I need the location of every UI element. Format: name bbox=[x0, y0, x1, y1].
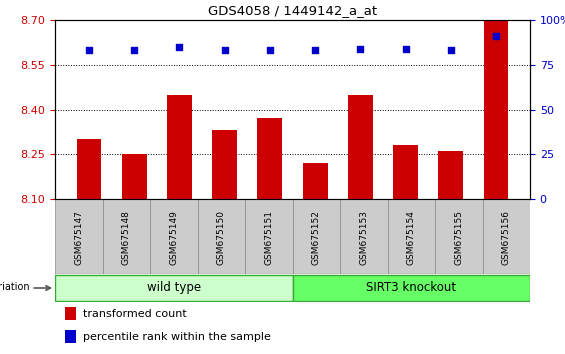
Bar bbox=[388, 199, 435, 274]
Text: GSM675152: GSM675152 bbox=[312, 210, 321, 265]
Bar bbox=[55, 199, 102, 274]
Bar bbox=[484, 20, 508, 199]
Point bbox=[130, 47, 139, 53]
Point bbox=[356, 46, 365, 51]
Bar bbox=[393, 145, 418, 199]
Bar bbox=[64, 330, 76, 343]
Bar bbox=[293, 199, 340, 274]
Point bbox=[446, 47, 455, 53]
Bar bbox=[212, 130, 237, 199]
Text: GSM675149: GSM675149 bbox=[170, 210, 178, 265]
Bar bbox=[150, 199, 198, 274]
Bar bbox=[258, 119, 282, 199]
Bar bbox=[122, 154, 147, 199]
Bar bbox=[483, 199, 530, 274]
Text: SIRT3 knockout: SIRT3 knockout bbox=[366, 281, 457, 294]
Bar bbox=[77, 139, 102, 199]
Bar bbox=[303, 163, 328, 199]
Text: percentile rank within the sample: percentile rank within the sample bbox=[83, 332, 271, 342]
Point bbox=[401, 46, 410, 51]
Bar bbox=[348, 95, 373, 199]
Bar bbox=[64, 307, 76, 320]
Point bbox=[85, 47, 94, 53]
Bar bbox=[438, 151, 463, 199]
Bar bbox=[167, 95, 192, 199]
Point bbox=[266, 47, 275, 53]
Point bbox=[220, 47, 229, 53]
FancyBboxPatch shape bbox=[55, 275, 293, 301]
Text: GSM675147: GSM675147 bbox=[74, 210, 83, 265]
Bar bbox=[198, 199, 245, 274]
Bar bbox=[102, 199, 150, 274]
Text: genotype/variation: genotype/variation bbox=[0, 281, 31, 292]
Point bbox=[175, 44, 184, 50]
Text: GSM675154: GSM675154 bbox=[407, 210, 416, 265]
Bar bbox=[435, 199, 483, 274]
Text: GSM675156: GSM675156 bbox=[502, 210, 511, 265]
Point bbox=[492, 33, 501, 39]
Text: GSM675150: GSM675150 bbox=[217, 210, 226, 265]
Point bbox=[311, 47, 320, 53]
Title: GDS4058 / 1449142_a_at: GDS4058 / 1449142_a_at bbox=[208, 5, 377, 17]
Bar bbox=[340, 199, 388, 274]
Text: transformed count: transformed count bbox=[83, 309, 186, 319]
Text: GSM675148: GSM675148 bbox=[121, 210, 131, 265]
Text: GSM675155: GSM675155 bbox=[454, 210, 463, 265]
Text: GSM675153: GSM675153 bbox=[359, 210, 368, 265]
Bar bbox=[245, 199, 293, 274]
FancyBboxPatch shape bbox=[293, 275, 530, 301]
Text: GSM675151: GSM675151 bbox=[264, 210, 273, 265]
Text: wild type: wild type bbox=[147, 281, 201, 294]
